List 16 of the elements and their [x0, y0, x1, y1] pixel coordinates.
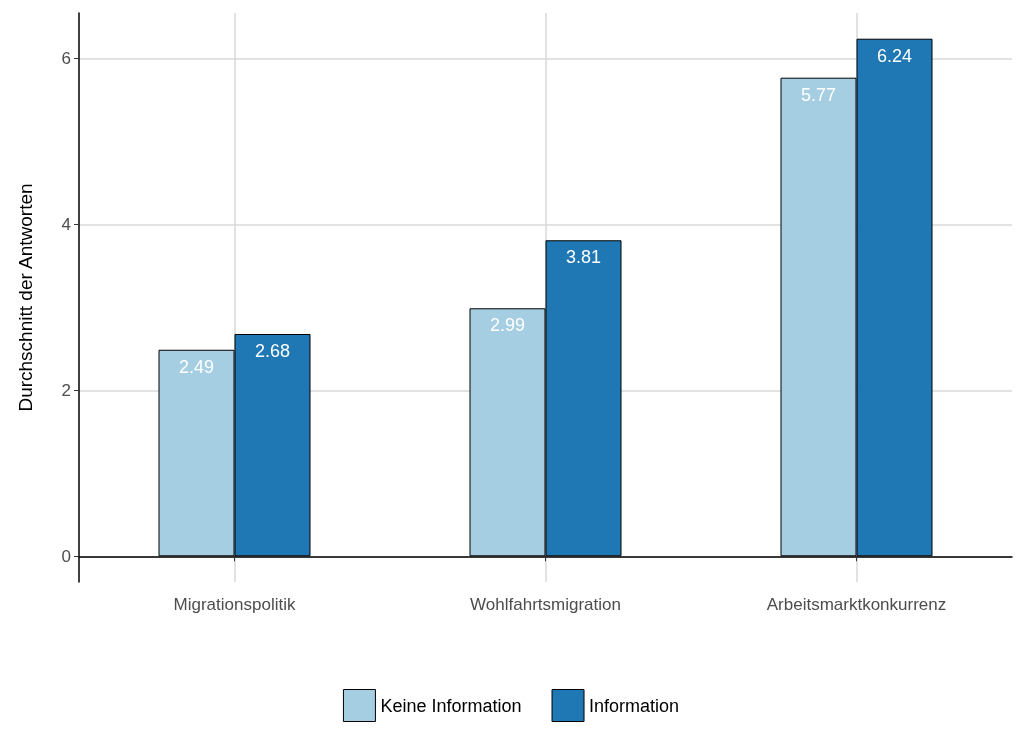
- legend-label: Information: [589, 695, 680, 716]
- data-label: 2.99: [489, 315, 526, 336]
- data-label: 5.77: [800, 84, 837, 105]
- data-label: 3.81: [565, 247, 602, 268]
- data-label: 2.68: [254, 341, 291, 361]
- x-tick-label: Wohlfahrtsmigration: [470, 595, 621, 614]
- x-tick-label: Arbeitsmarktkonkurrenz: [766, 595, 947, 614]
- y-axis-title: Durchschnitt der Antworten: [15, 183, 36, 412]
- x-tick-label: Migrationspolitik: [173, 595, 296, 614]
- y-tick-label: 4: [61, 215, 71, 235]
- legend-label: Keine Information: [380, 695, 522, 716]
- y-tick-label: 0: [61, 546, 71, 566]
- y-tick-label: 2: [61, 380, 71, 400]
- y-tick-label: 6: [61, 49, 71, 69]
- data-label: 2.49: [178, 356, 215, 377]
- data-label: 6.24: [876, 45, 913, 66]
